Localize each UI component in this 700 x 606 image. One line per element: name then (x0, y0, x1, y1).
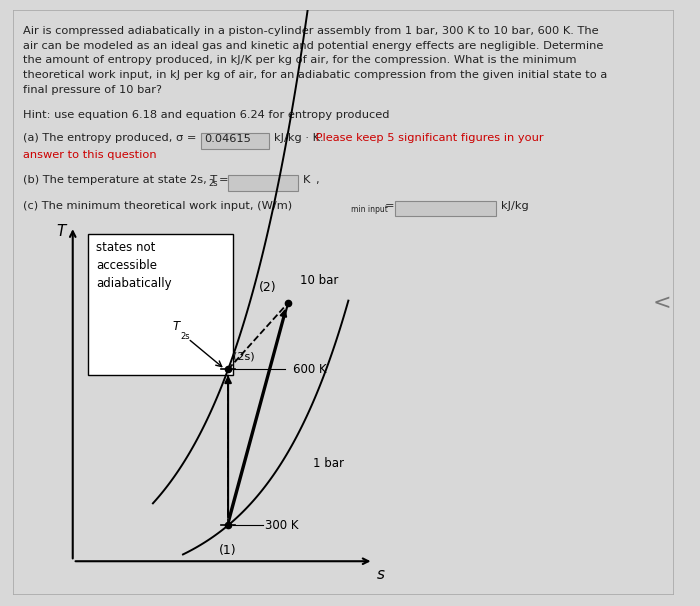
Text: (a) The entropy produced, σ =: (a) The entropy produced, σ = (22, 133, 200, 144)
Bar (201, 133, 270, 149)
Text: Please keep 5 significant figures in your: Please keep 5 significant figures in you… (312, 133, 544, 144)
Text: min input: min input (351, 205, 388, 214)
Text: Hint: use equation 6.18 and equation 6.24 for entropy produced: Hint: use equation 6.18 and equation 6.2… (22, 110, 389, 121)
Text: kJ/kg: kJ/kg (500, 201, 528, 211)
Text: 2s: 2s (180, 331, 190, 341)
Text: T: T (173, 321, 180, 333)
Text: s: s (377, 567, 384, 582)
Text: =: = (384, 201, 394, 211)
Bar (228, 176, 298, 191)
Text: 300 K: 300 K (265, 519, 299, 532)
Bar (88, 235, 233, 375)
Text: final pressure of 10 bar?: final pressure of 10 bar? (22, 85, 162, 95)
Text: (2): (2) (260, 282, 277, 295)
Text: air can be modeled as an ideal gas and kinetic and potential energy effects are : air can be modeled as an ideal gas and k… (22, 41, 603, 50)
Text: =: = (219, 176, 229, 185)
Text: (2s): (2s) (233, 351, 255, 361)
Text: T: T (56, 224, 65, 239)
Text: 2s: 2s (208, 179, 218, 188)
Text: states not
accessible
adiabatically: states not accessible adiabatically (96, 241, 172, 290)
Text: kJ/kg · K.: kJ/kg · K. (274, 133, 324, 144)
Text: K: K (303, 176, 311, 185)
Text: the amount of entropy produced, in kJ/K per kg of air, for the compression. What: the amount of entropy produced, in kJ/K … (22, 55, 576, 65)
Text: 10 bar: 10 bar (300, 274, 339, 287)
Text: answer to this question: answer to this question (22, 150, 156, 161)
Text: Air is compressed adiabatically in a piston-cylinder assembly from 1 bar, 300 K : Air is compressed adiabatically in a pis… (22, 25, 598, 36)
Text: (b) The temperature at state 2s, T: (b) The temperature at state 2s, T (22, 176, 217, 185)
Text: 0.04615: 0.04615 (204, 135, 251, 144)
Text: <: < (653, 293, 671, 313)
Text: theoretical work input, in kJ per kg of air, for an adiabatic compression from t: theoretical work input, in kJ per kg of … (22, 70, 607, 81)
Bar (395, 201, 496, 216)
Text: ,: , (315, 176, 319, 185)
Text: 600 K: 600 K (293, 363, 327, 376)
Text: (1): (1) (219, 544, 237, 557)
Text: (c) The minimum theoretical work input, (W/m): (c) The minimum theoretical work input, … (22, 201, 292, 211)
Text: 1 bar: 1 bar (314, 458, 344, 470)
